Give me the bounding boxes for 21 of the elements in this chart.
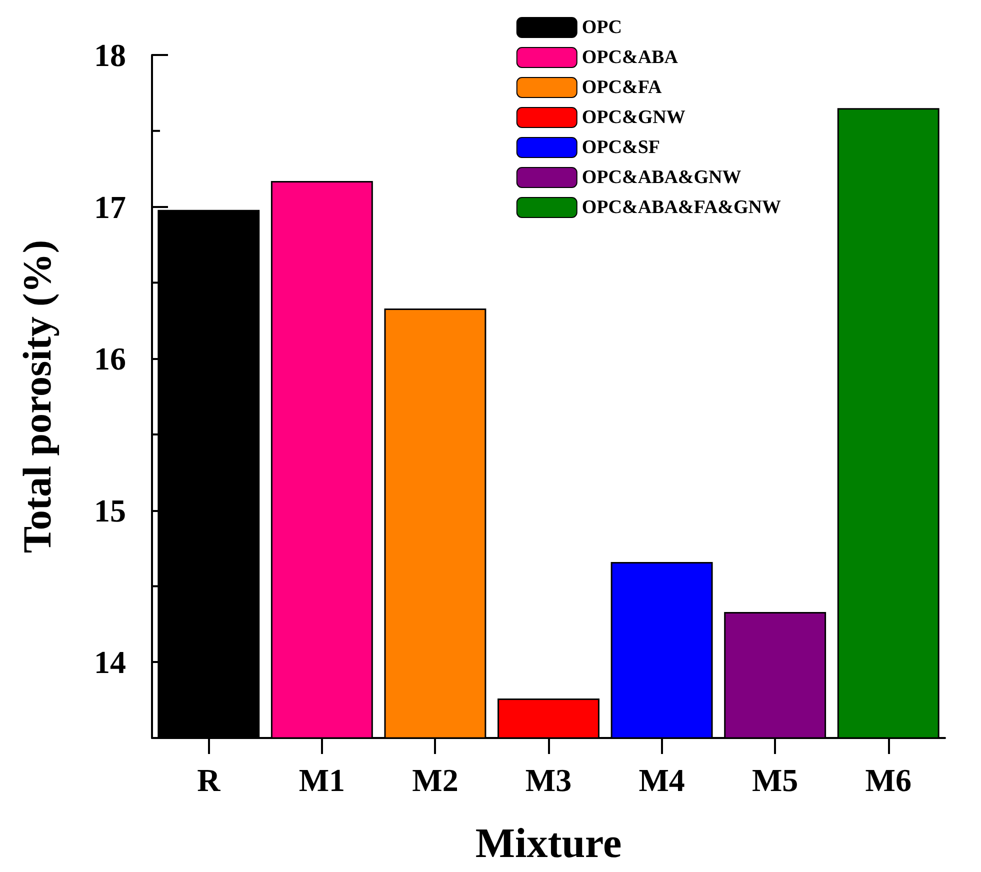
x-tick-label: M5 xyxy=(752,762,798,798)
x-tick-label: M4 xyxy=(638,762,685,798)
y-tick-label: 17 xyxy=(94,188,126,225)
x-tick-label: M6 xyxy=(865,762,912,798)
legend-label: OPC xyxy=(582,17,622,38)
legend-label: OPC&ABA xyxy=(582,47,678,68)
y-tick-label: 14 xyxy=(94,644,126,680)
legend-label: OPC&FA xyxy=(582,77,662,98)
y-tick-label: 15 xyxy=(94,492,126,528)
y-tick-label: 18 xyxy=(94,37,126,73)
legend-label: OPC&SF xyxy=(582,137,660,158)
legend-label: OPC&GNW xyxy=(582,107,686,128)
y-tick-label: 16 xyxy=(94,340,126,377)
y-axis-title: Total porosity (%) xyxy=(14,240,60,554)
x-axis-title: Mixture xyxy=(475,821,622,867)
legend-label: OPC&ABA&GNW xyxy=(582,167,742,188)
legend-label: OPC&ABA&FA&GNW xyxy=(582,197,782,218)
x-tick-label: M3 xyxy=(525,762,572,798)
x-tick-label: R xyxy=(197,762,222,798)
x-tick-label: M1 xyxy=(298,762,346,798)
x-tick-label: M2 xyxy=(412,762,458,798)
